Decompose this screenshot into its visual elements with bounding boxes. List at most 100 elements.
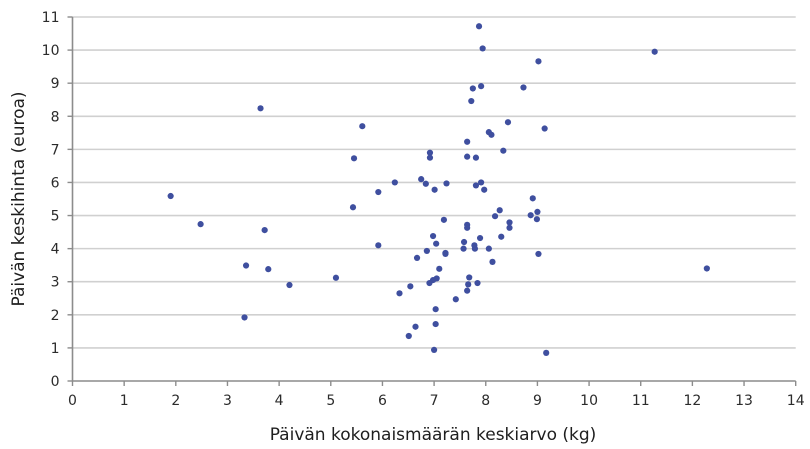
data-point <box>286 281 293 289</box>
data-point <box>332 274 340 281</box>
data-point <box>541 125 548 132</box>
data-point <box>533 216 540 223</box>
data-point <box>242 262 250 269</box>
data-point <box>474 279 481 287</box>
y-tick-label: 8 <box>51 109 60 125</box>
data-point <box>265 266 272 273</box>
x-tick-label: 4 <box>275 393 284 409</box>
data-point <box>468 97 475 105</box>
x-tick-label: 1 <box>120 393 129 409</box>
data-point <box>460 238 468 246</box>
data-point <box>407 283 414 290</box>
data-point <box>464 138 471 145</box>
x-tick-label: 12 <box>683 393 701 409</box>
data-point <box>488 131 495 138</box>
data-point <box>475 23 483 30</box>
data-point <box>429 232 437 240</box>
data-point <box>460 245 467 252</box>
y-tick-label: 6 <box>51 175 60 191</box>
y-axis-title: Päivän keskihinta (euroa) <box>9 91 29 306</box>
data-point <box>442 250 449 258</box>
data-point <box>527 212 534 219</box>
data-point <box>412 323 419 330</box>
data-point <box>423 247 430 255</box>
data-point <box>261 227 268 234</box>
data-point <box>496 207 503 214</box>
x-tick-label: 3 <box>223 393 232 409</box>
data-point <box>464 224 471 231</box>
data-point <box>478 83 485 90</box>
data-point <box>197 221 204 228</box>
y-tick-label: 0 <box>51 374 60 390</box>
data-point <box>443 180 450 187</box>
data-point <box>426 149 434 156</box>
data-point <box>431 346 438 353</box>
data-point <box>466 274 473 281</box>
x-tick-label: 6 <box>378 393 387 409</box>
data-point <box>464 287 471 294</box>
data-point <box>349 204 357 211</box>
data-point <box>405 332 412 340</box>
data-point <box>167 192 174 200</box>
y-tick-label: 1 <box>51 341 60 357</box>
data-point <box>413 254 421 262</box>
data-point <box>489 258 496 265</box>
x-tick-label: 10 <box>580 393 598 409</box>
y-tick-label: 7 <box>51 142 60 158</box>
x-tick-label: 13 <box>735 393 753 409</box>
data-point <box>476 234 484 242</box>
data-point <box>436 265 443 272</box>
x-tick-label: 5 <box>326 393 335 409</box>
x-tick-label: 2 <box>171 393 180 409</box>
data-point <box>491 213 499 220</box>
data-point <box>431 186 438 193</box>
y-tick-label: 4 <box>51 242 60 258</box>
data-point <box>500 147 507 154</box>
data-point <box>506 224 513 231</box>
y-tick-label: 11 <box>42 10 60 26</box>
x-tick-label: 14 <box>787 393 805 409</box>
data-point <box>651 48 658 55</box>
data-point <box>506 219 513 226</box>
x-tick-label: 11 <box>632 393 650 409</box>
data-point <box>432 306 439 313</box>
data-point <box>432 320 439 328</box>
data-point <box>452 296 459 303</box>
data-point <box>471 245 479 252</box>
data-point <box>391 179 398 186</box>
data-point <box>426 279 433 287</box>
data-point <box>426 154 434 161</box>
data-point <box>257 105 264 112</box>
data-point <box>543 349 550 356</box>
data-point <box>498 233 505 240</box>
data-point <box>465 281 472 288</box>
x-tick-label: 8 <box>481 393 490 409</box>
data-point <box>418 176 425 183</box>
data-point <box>375 242 382 249</box>
y-tick-label: 2 <box>51 308 60 324</box>
data-point <box>479 45 486 52</box>
data-point <box>422 180 429 187</box>
x-tick-label: 7 <box>430 393 439 409</box>
data-point <box>433 240 440 247</box>
y-axis-ticks: 0 1 2 3 4 5 6 7 8 9 10 11 <box>42 10 60 390</box>
y-tick-label: 3 <box>51 275 60 291</box>
data-point <box>359 123 366 130</box>
data-point <box>396 290 403 297</box>
data-point <box>241 314 248 321</box>
data-points <box>167 23 710 356</box>
data-point <box>350 155 358 162</box>
axes <box>67 16 797 386</box>
data-point <box>520 84 527 91</box>
data-point <box>529 195 536 202</box>
x-axis-title: Päivän kokonaismäärän keskiarvo (kg) <box>270 425 597 445</box>
y-tick-label: 9 <box>51 76 60 92</box>
data-point <box>440 216 448 223</box>
data-point <box>375 188 382 196</box>
data-point <box>535 58 542 65</box>
data-point <box>703 265 710 272</box>
data-point <box>534 208 541 216</box>
data-point <box>472 154 480 161</box>
x-tick-label: 0 <box>68 393 77 409</box>
